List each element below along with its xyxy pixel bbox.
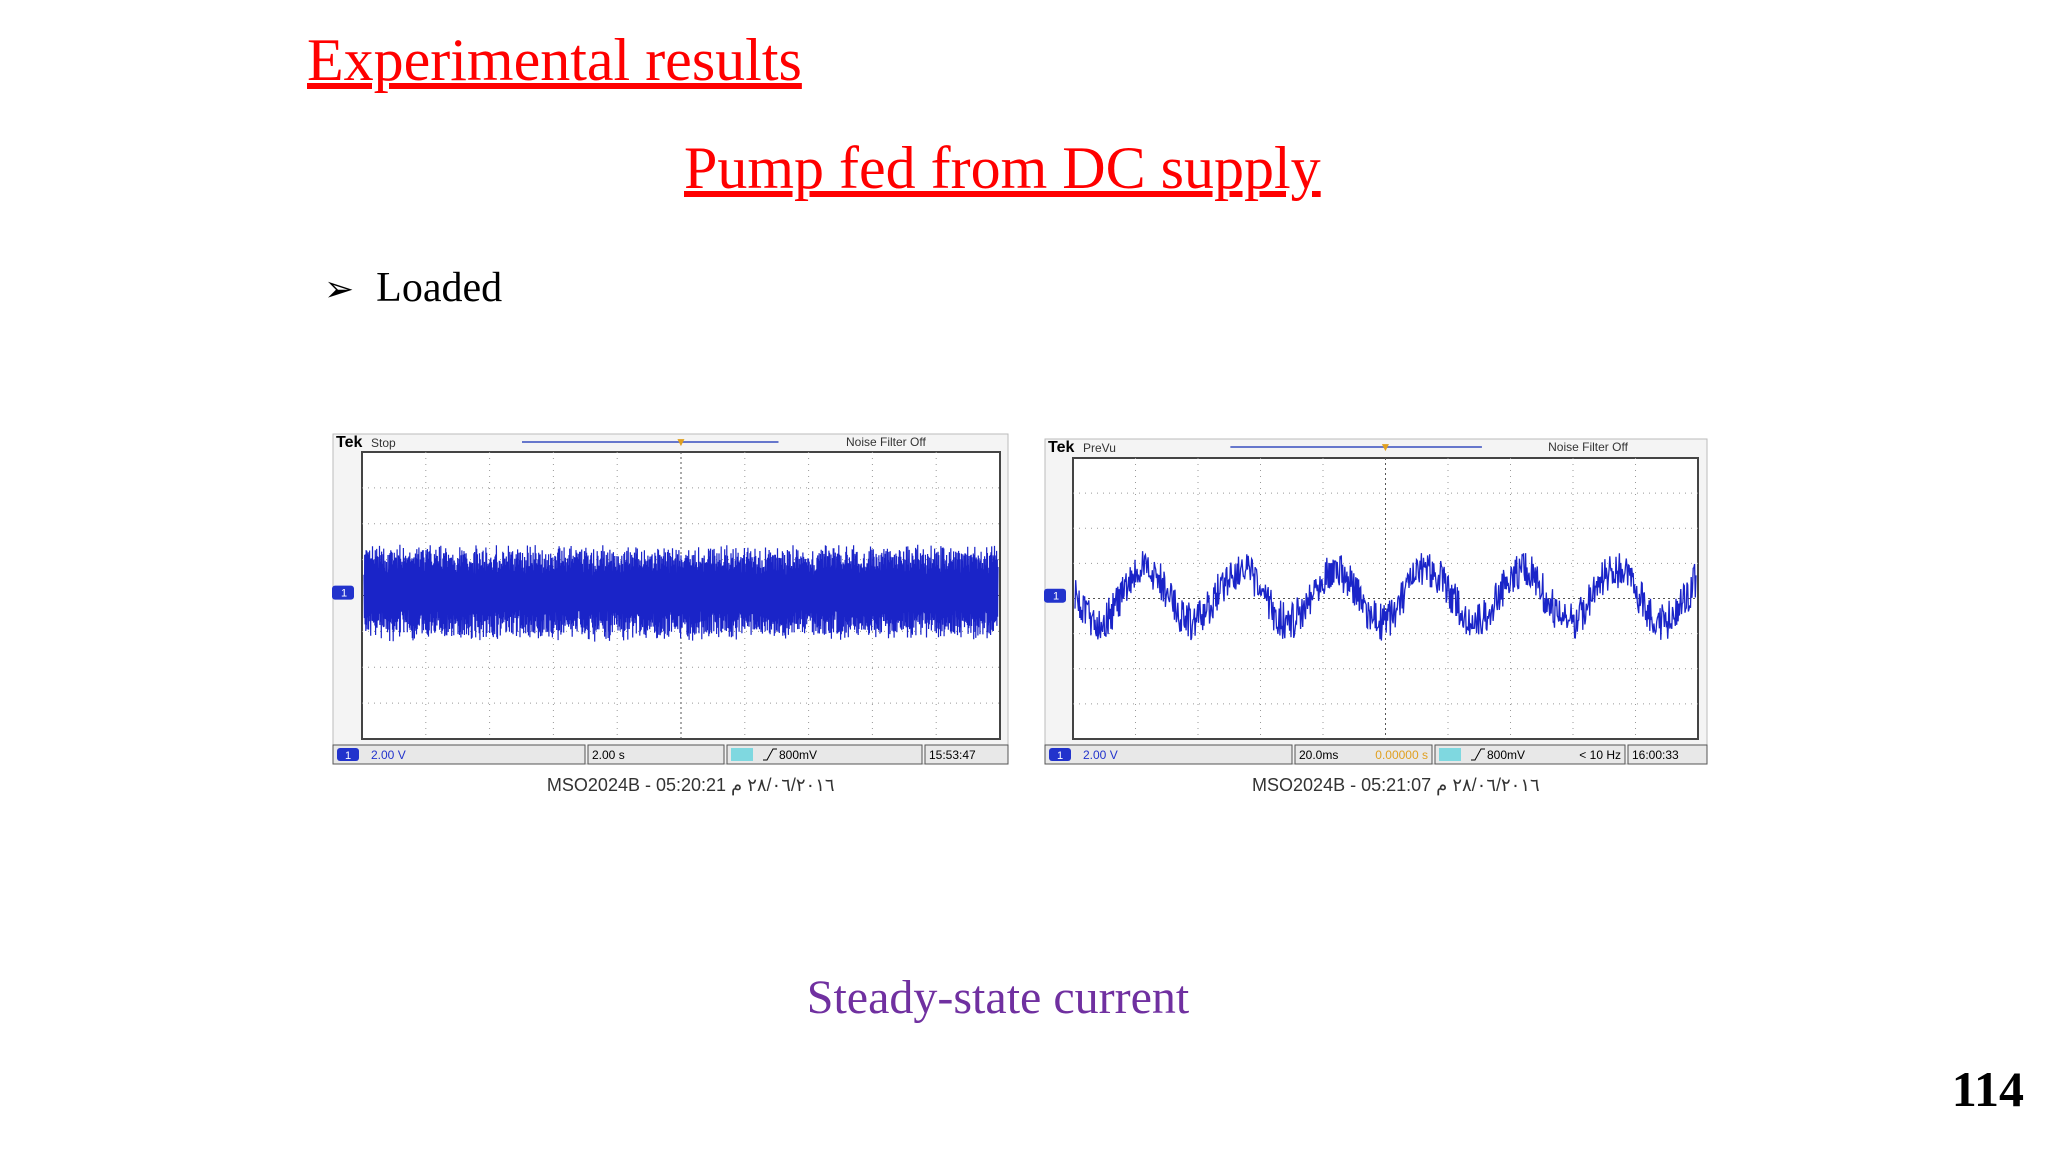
- trigger-pos: ▼: [675, 435, 687, 449]
- trigger-badge: [1439, 748, 1461, 761]
- trigger-level: 800mV: [779, 748, 817, 762]
- trigger-edge-icon: [763, 748, 777, 761]
- trigger-pos: ▼: [1380, 440, 1392, 454]
- scope-brand: Tek: [1048, 439, 1074, 456]
- bullet-arrow: ➢: [324, 269, 355, 310]
- noise-filter: Noise Filter Off: [846, 435, 926, 449]
- trigger-edge-icon: [1471, 748, 1485, 761]
- timebase: 2.00 s: [592, 748, 625, 762]
- status-box: [1294, 744, 1433, 765]
- page-number: 114: [1951, 1061, 2024, 1117]
- status-box: [587, 744, 725, 765]
- bullet-item: ➢ Loaded: [324, 264, 502, 312]
- scope-caption: MSO2024B - 05:20:21 ٢٨/٠٦/٢٠١٦ م: [547, 775, 835, 796]
- bullet-text: Loaded: [376, 265, 503, 311]
- clock-time: 16:00:33: [1632, 748, 1679, 762]
- channel-badge: [1049, 748, 1071, 761]
- noise-filter: Noise Filter Off: [1548, 440, 1628, 454]
- channel-marker-label: 1: [1053, 591, 1059, 603]
- timebase: 20.0ms: [1299, 748, 1338, 762]
- channel-scale: 2.00 V: [371, 748, 406, 762]
- waveform: [1074, 551, 1697, 641]
- scope-mode: Stop: [371, 436, 396, 450]
- scope-mode: PreVu: [1083, 441, 1116, 455]
- channel-marker: [1044, 588, 1066, 603]
- time-offset: 0.00000 s: [1375, 748, 1428, 762]
- channel-badge-label: 1: [1057, 750, 1063, 762]
- waveform: [363, 544, 999, 642]
- channel-badge: [337, 748, 359, 761]
- status-box: [1434, 744, 1626, 765]
- status-box: [1044, 744, 1293, 765]
- channel-marker: [332, 585, 354, 600]
- channel-scale: 2.00 V: [1083, 748, 1118, 762]
- oscilloscope-capture: Tek Stop ▼ Noise Filter Off 1 1 2.00 V 2.00 s 80…: [332, 433, 1009, 796]
- channel-badge-label: 1: [345, 750, 351, 762]
- status-box: [924, 744, 1009, 765]
- trigger-frequency: < 10 Hz: [1579, 748, 1621, 762]
- slide-title: Experimental results: [307, 27, 802, 93]
- status-box: [332, 744, 586, 765]
- trigger-level: 800mV: [1487, 748, 1525, 762]
- slide-subtitle: Pump fed from DC supply: [684, 135, 1321, 201]
- scope-brand: Tek: [336, 434, 362, 451]
- scope-caption: MSO2024B - 05:21:07 ٢٨/٠٦/٢٠١٦ م: [1252, 775, 1540, 796]
- figure-caption: Steady-state current: [806, 971, 1190, 1024]
- clock-time: 15:53:47: [929, 748, 976, 762]
- status-box: [1627, 744, 1708, 765]
- trigger-badge: [731, 748, 753, 761]
- channel-marker-label: 1: [341, 588, 347, 600]
- oscilloscope-capture: Tek PreVu ▼ Noise Filter Off 1 1 2.00 V 20.0ms 0…: [1044, 438, 1708, 796]
- status-box: [726, 744, 923, 765]
